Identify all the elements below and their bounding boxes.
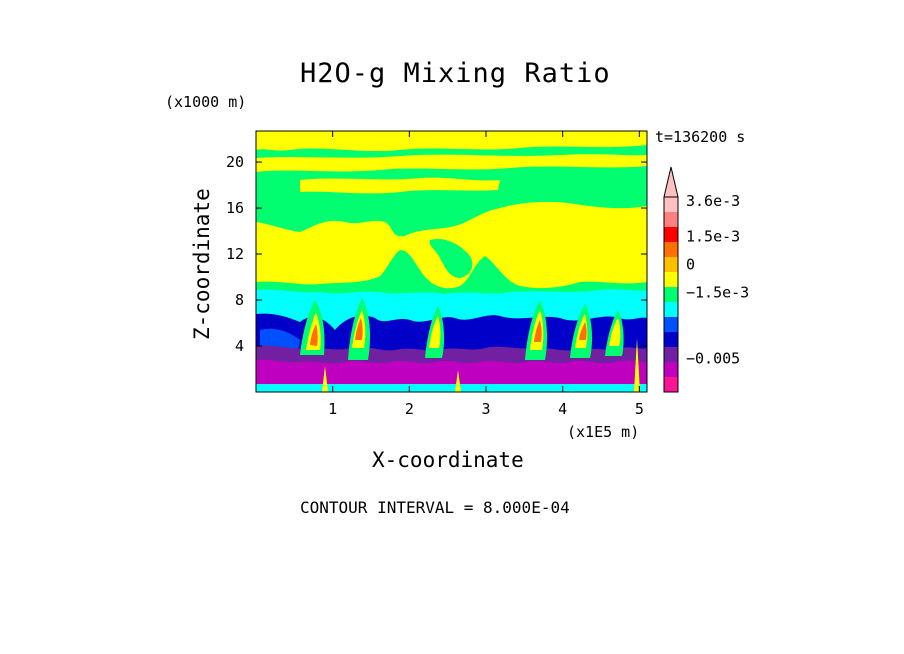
field-upper-yellow-band [300, 177, 500, 194]
y-ticks: 4 8 12 16 20 [226, 153, 647, 355]
x-axis-unit: (x1E5 m) [567, 423, 640, 441]
colorbar-swatch [664, 317, 678, 332]
y-tick-label: 16 [226, 199, 244, 217]
convective-plume [429, 316, 441, 348]
colorbar-swatch [664, 257, 678, 272]
colorbar-swatch [664, 197, 678, 212]
x-tick-label: 1 [328, 400, 337, 418]
field-green-hole [429, 238, 473, 278]
colorbar-swatch [664, 212, 678, 227]
surface-spike [455, 370, 461, 392]
x-tick-label: 2 [405, 400, 414, 418]
x-tick-label: 5 [635, 400, 644, 418]
colorbar-swatch [664, 302, 678, 317]
colorbar-swatch [664, 242, 678, 257]
contour-field [256, 131, 647, 392]
field-upper-yellow-band [256, 154, 647, 172]
contour-interval-label: CONTOUR INTERVAL = 8.000E-04 [300, 498, 570, 517]
colorbar-swatch [664, 227, 678, 242]
field-surface-strip [256, 384, 647, 392]
colorbar-frame [663, 196, 679, 393]
field-upper-yellow-band [256, 131, 647, 152]
colorbar-swatch [664, 377, 678, 392]
colorbar-label: 3.6e-3 [686, 192, 740, 210]
colorbar-label: −0.005 [686, 349, 740, 367]
y-tick-label: 4 [235, 337, 244, 355]
chart-title: H2O-g Mixing Ratio [300, 58, 611, 89]
colorbar-swatch [664, 272, 678, 287]
x-tick-label: 4 [558, 400, 567, 418]
convective-plume [579, 322, 587, 340]
y-tick-label: 8 [235, 291, 244, 309]
colorbar-swatch [664, 332, 678, 347]
field-magenta-layer [256, 359, 647, 392]
time-label: t=136200 s [655, 128, 746, 146]
convective-plume [310, 324, 318, 346]
y-axis-unit: (x1000 m) [165, 93, 247, 111]
y-tick-label: 12 [226, 245, 244, 263]
convective-plume [534, 320, 542, 342]
colorbar-swatch [664, 362, 678, 377]
colorbar-label: 1.5e-3 [686, 227, 740, 245]
colorbar-swatch [664, 347, 678, 362]
colorbar-label: 0 [686, 256, 695, 274]
colorbar: 3.6e-3 1.5e-3 0 −1.5e-3 −0.005 [663, 166, 749, 393]
x-axis-label: X-coordinate [372, 448, 524, 472]
colorbar-label: −1.5e-3 [686, 284, 749, 302]
plot-frame [255, 130, 648, 393]
colorbar-arrow [663, 166, 679, 198]
convective-plume [355, 318, 363, 340]
y-tick-label: 20 [226, 153, 244, 171]
x-tick-label: 3 [481, 400, 490, 418]
surface-spike [322, 366, 328, 392]
convective-plume [609, 318, 621, 346]
surface-spike [634, 338, 640, 392]
x-ticks: 1 2 3 4 5 [328, 131, 644, 418]
colorbar-swatch [664, 287, 678, 302]
